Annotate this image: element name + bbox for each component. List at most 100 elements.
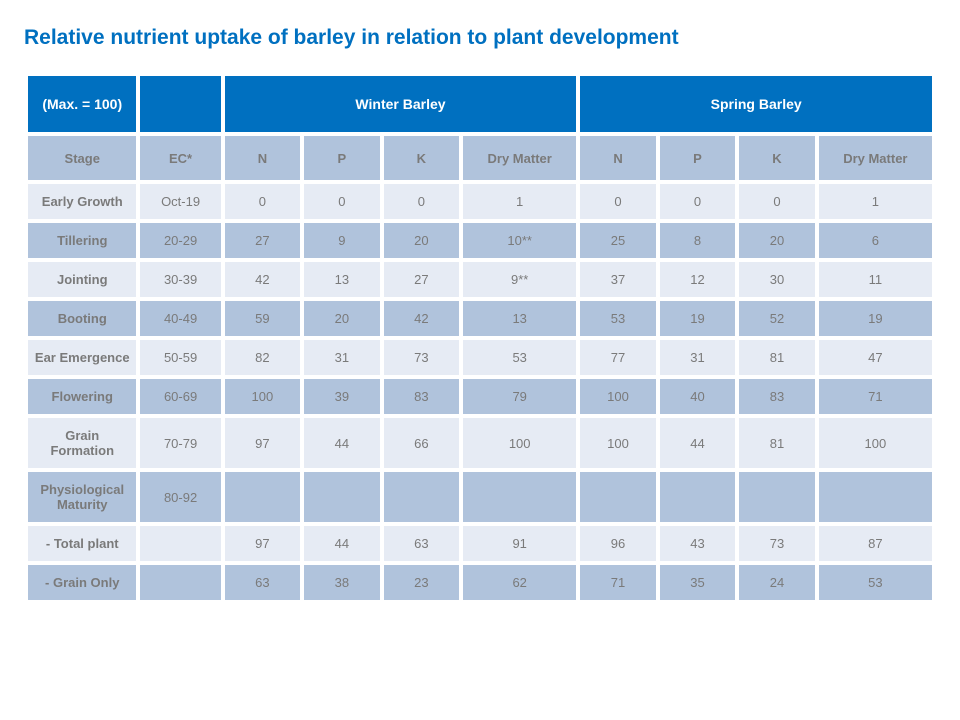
page-title: Relative nutrient uptake of barley in re… [24,26,936,50]
header-row-groups: (Max. = 100) Winter Barley Spring Barley [28,76,932,132]
value-cell: 9** [463,262,576,297]
value-cell: 83 [384,379,459,414]
value-cell: 100 [225,379,300,414]
value-cell: 0 [660,184,735,219]
value-cell: 6 [819,223,932,258]
value-cell: 71 [580,565,655,600]
col-spring-p: P [660,136,735,180]
stage-cell: - Grain Only [28,565,136,600]
value-cell: 12 [660,262,735,297]
stage-cell: Ear Emergence [28,340,136,375]
table-row: Early GrowthOct-1900010001 [28,184,932,219]
value-cell: 66 [384,418,459,468]
table-row: - Total plant9744639196437387 [28,526,932,561]
table-row: Physiological Maturity80-92 [28,472,932,522]
stage-cell: Flowering [28,379,136,414]
value-cell: 81 [739,340,814,375]
col-winter-p: P [304,136,379,180]
value-cell: 19 [819,301,932,336]
value-cell [463,472,576,522]
value-cell: 43 [660,526,735,561]
value-cell: 0 [739,184,814,219]
stage-cell: Booting [28,301,136,336]
value-cell: 35 [660,565,735,600]
value-cell: 81 [739,418,814,468]
table-row: Grain Formation70-799744661001004481100 [28,418,932,468]
stage-cell: - Total plant [28,526,136,561]
value-cell [660,472,735,522]
value-cell: 97 [225,526,300,561]
value-cell: 62 [463,565,576,600]
value-cell: 73 [384,340,459,375]
value-cell: 100 [463,418,576,468]
value-cell: 10** [463,223,576,258]
value-cell: 91 [463,526,576,561]
value-cell: 1 [463,184,576,219]
value-cell: 83 [739,379,814,414]
value-cell: 80-92 [140,472,220,522]
value-cell: 63 [384,526,459,561]
value-cell: 100 [580,418,655,468]
table-row: Flowering60-69100398379100408371 [28,379,932,414]
header-group-spring: Spring Barley [580,76,932,132]
header-row-columns: Stage EC* N P K Dry Matter N P K Dry Mat… [28,136,932,180]
value-cell: 47 [819,340,932,375]
value-cell: 100 [819,418,932,468]
col-spring-k: K [739,136,814,180]
value-cell: 70-79 [140,418,220,468]
col-spring-n: N [580,136,655,180]
value-cell: 0 [304,184,379,219]
value-cell: 37 [580,262,655,297]
header-blank [140,76,220,132]
value-cell: 13 [463,301,576,336]
value-cell: 44 [304,526,379,561]
value-cell: 60-69 [140,379,220,414]
table-row: Ear Emergence50-598231735377318147 [28,340,932,375]
value-cell: 13 [304,262,379,297]
value-cell: 42 [384,301,459,336]
value-cell: 31 [304,340,379,375]
value-cell: 9 [304,223,379,258]
value-cell: 1 [819,184,932,219]
col-winter-dm: Dry Matter [463,136,576,180]
stage-cell: Early Growth [28,184,136,219]
value-cell: 0 [384,184,459,219]
value-cell [384,472,459,522]
col-ec: EC* [140,136,220,180]
value-cell [819,472,932,522]
value-cell: 24 [739,565,814,600]
value-cell: 63 [225,565,300,600]
max-label-cell: (Max. = 100) [28,76,136,132]
value-cell: 97 [225,418,300,468]
value-cell: 44 [304,418,379,468]
col-spring-dm: Dry Matter [819,136,932,180]
value-cell: 20 [304,301,379,336]
value-cell: 20-29 [140,223,220,258]
value-cell: Oct-19 [140,184,220,219]
value-cell: 20 [384,223,459,258]
stage-cell: Physiological Maturity [28,472,136,522]
value-cell: 40-49 [140,301,220,336]
table-row: - Grain Only6338236271352453 [28,565,932,600]
value-cell: 77 [580,340,655,375]
value-cell: 30 [739,262,814,297]
stage-cell: Grain Formation [28,418,136,468]
value-cell: 23 [384,565,459,600]
value-cell: 27 [384,262,459,297]
value-cell: 96 [580,526,655,561]
value-cell [580,472,655,522]
stage-cell: Jointing [28,262,136,297]
value-cell: 71 [819,379,932,414]
value-cell [140,526,220,561]
col-stage: Stage [28,136,136,180]
value-cell: 19 [660,301,735,336]
table-row: Jointing30-394213279**37123011 [28,262,932,297]
value-cell: 73 [739,526,814,561]
value-cell: 40 [660,379,735,414]
value-cell: 53 [580,301,655,336]
nutrient-uptake-table: (Max. = 100) Winter Barley Spring Barley… [24,72,936,604]
table-row: Tillering20-292792010**258206 [28,223,932,258]
value-cell: 59 [225,301,300,336]
col-winter-n: N [225,136,300,180]
value-cell: 50-59 [140,340,220,375]
